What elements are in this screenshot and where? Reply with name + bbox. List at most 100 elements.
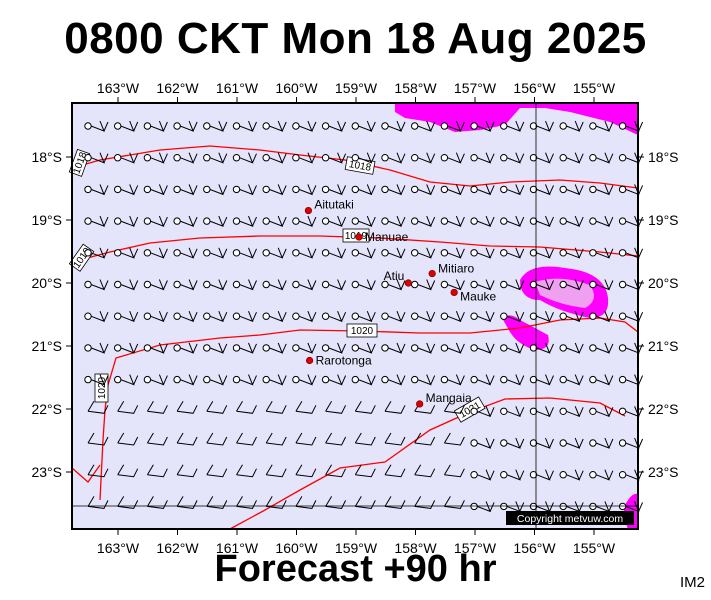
wind-barb bbox=[354, 496, 376, 509]
wind-barb bbox=[381, 184, 406, 196]
wind-barb bbox=[146, 432, 168, 446]
island-marker bbox=[450, 288, 458, 297]
wind-barb bbox=[143, 374, 168, 386]
wind-barb bbox=[351, 120, 376, 132]
wind-barb bbox=[114, 152, 139, 164]
wind-barb bbox=[117, 464, 139, 478]
wind-barb bbox=[236, 464, 257, 478]
lon-tick-label: 156°W bbox=[513, 80, 556, 96]
wind-barb bbox=[173, 215, 198, 227]
wind-barb bbox=[176, 432, 198, 446]
wind-barb bbox=[440, 342, 465, 354]
wind-barb bbox=[84, 152, 109, 164]
wind-barb bbox=[529, 374, 554, 386]
wind-barb bbox=[411, 247, 436, 259]
island-label: Aitutaki bbox=[314, 198, 353, 212]
wind-barb bbox=[262, 184, 287, 196]
wind-barb bbox=[114, 120, 139, 132]
wind-barb bbox=[500, 342, 525, 354]
isobar-1020-west bbox=[71, 464, 101, 483]
island-group: Aitutaki Manuae Atiu Mitiaro Mauke Rarotonga M… bbox=[304, 198, 497, 408]
lon-tick-label: 160°W bbox=[275, 540, 318, 556]
wind-barb bbox=[411, 184, 436, 196]
plot-frame bbox=[71, 102, 639, 530]
wind-barb bbox=[589, 215, 614, 227]
wind-barb bbox=[470, 406, 495, 418]
wind-barb bbox=[236, 496, 257, 509]
wind-barb bbox=[351, 184, 376, 196]
wind-barb bbox=[529, 469, 554, 481]
wind-barb bbox=[381, 311, 406, 323]
wind-barb bbox=[381, 152, 406, 164]
wind-barb bbox=[384, 401, 406, 414]
wind-barb bbox=[470, 469, 495, 481]
wind-barb bbox=[500, 247, 525, 259]
lon-tick-label: 162°W bbox=[156, 80, 199, 96]
wind-barb bbox=[414, 432, 436, 446]
island-label: Mangaia bbox=[426, 391, 472, 405]
wind-barb bbox=[232, 342, 257, 354]
wind-barb bbox=[206, 464, 228, 478]
wind-barb bbox=[206, 401, 228, 414]
wind-barb bbox=[470, 437, 495, 449]
wind-barb bbox=[559, 374, 584, 386]
island-label: Mauke bbox=[460, 289, 496, 303]
wind-barb bbox=[381, 215, 406, 227]
wind-barb bbox=[440, 279, 465, 291]
wind-barb bbox=[325, 496, 347, 509]
forecast-label: Forecast +90 hr bbox=[214, 548, 497, 590]
wind-barb bbox=[321, 152, 347, 164]
wind-barb bbox=[381, 342, 406, 354]
wind-barb bbox=[173, 184, 198, 196]
copyright-box: Copyright metvuw.com bbox=[506, 511, 634, 525]
wind-barb bbox=[529, 247, 554, 259]
island-marker bbox=[416, 400, 424, 408]
rain-area-south bbox=[502, 315, 549, 350]
axis-tick-group: 163°W 163°W 162°W 162°W 161°W 161°W 160°W 160°W… bbox=[31, 80, 678, 556]
lat-tick-label: 21°S bbox=[31, 338, 62, 354]
lat-tick-label: 22°S bbox=[31, 401, 62, 417]
wind-barb bbox=[114, 184, 139, 196]
wind-barb bbox=[470, 501, 495, 513]
wind-barb bbox=[618, 184, 644, 196]
wind-barb bbox=[321, 279, 347, 291]
wind-barb bbox=[84, 215, 109, 227]
wind-barb bbox=[236, 432, 257, 446]
rain-area-central-inner bbox=[535, 278, 594, 308]
wind-barb bbox=[262, 152, 287, 164]
wind-barb bbox=[292, 374, 317, 386]
island-marker bbox=[355, 233, 363, 241]
wind-barb bbox=[262, 342, 287, 354]
wind-barb bbox=[351, 152, 376, 164]
rain-area-north bbox=[395, 103, 638, 135]
wind-barb bbox=[232, 311, 257, 323]
wind-barb bbox=[354, 401, 376, 414]
wind-barb bbox=[500, 184, 525, 196]
wind-barb bbox=[146, 496, 168, 509]
lon-tick-label: 158°W bbox=[394, 540, 437, 556]
wind-barb bbox=[232, 279, 257, 291]
wind-barb bbox=[618, 342, 644, 354]
wind-barb bbox=[84, 279, 109, 291]
map-title: 0800 CKT Mon 18 Aug 2025 bbox=[64, 14, 647, 63]
wind-barb bbox=[529, 184, 554, 196]
wind-barb bbox=[500, 406, 525, 418]
island-label: Atiu bbox=[384, 269, 405, 283]
isobar-label: 1020 bbox=[351, 326, 374, 337]
wind-barb bbox=[351, 247, 376, 259]
wind-barb bbox=[321, 247, 347, 259]
wind-barb bbox=[559, 152, 584, 164]
wind-barb bbox=[203, 152, 228, 164]
wind-barb bbox=[143, 279, 168, 291]
wind-barb bbox=[351, 279, 376, 291]
lat-tick-label: 20°S bbox=[31, 275, 62, 291]
wind-barb bbox=[384, 496, 406, 509]
wind-barb bbox=[203, 279, 228, 291]
wind-barb bbox=[325, 464, 347, 478]
wind-barb bbox=[443, 464, 465, 478]
wind-barb bbox=[321, 374, 347, 386]
wind-barb bbox=[354, 464, 376, 478]
wind-barb bbox=[203, 342, 228, 354]
lon-tick-label: 163°W bbox=[97, 540, 140, 556]
wind-barb bbox=[203, 311, 228, 323]
